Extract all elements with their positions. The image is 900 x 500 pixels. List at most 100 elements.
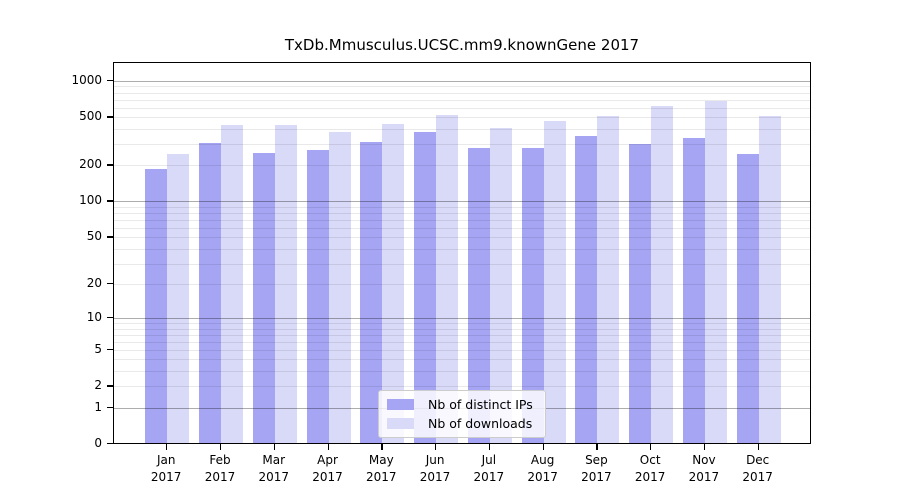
y-axis-tick-20 — [107, 283, 113, 285]
bar-distinct-ips-may — [360, 142, 383, 443]
x-axis-label-jan: Jan 2017 — [134, 452, 198, 485]
bar-downloads-dec — [758, 116, 781, 443]
bar-distinct-ips-apr — [306, 150, 329, 443]
bar-distinct-ips-mar — [252, 152, 275, 443]
gridline-50 — [114, 237, 810, 239]
x-axis-tick-aug — [542, 444, 544, 450]
x-axis-tick-apr — [327, 444, 329, 450]
gridline-5 — [114, 349, 810, 351]
y-axis-label-1000: 1000 — [71, 72, 102, 87]
gridline-900 — [114, 86, 810, 88]
y-axis-tick-10 — [107, 316, 113, 319]
y-axis-label-20: 20 — [86, 276, 102, 290]
y-axis-label-100: 100 — [79, 193, 102, 208]
x-axis-tick-feb — [219, 444, 222, 450]
legend-swatch-distinct-ips-icon — [387, 399, 414, 410]
x-axis-tick-jun — [435, 444, 437, 450]
gridline-700 — [114, 99, 810, 101]
gridline-80 — [114, 213, 810, 215]
x-label-year: 2017 — [366, 469, 397, 484]
x-axis-label-jul: Jul 2017 — [457, 452, 521, 485]
gridline-100 — [114, 201, 810, 203]
x-label-month: Aug — [530, 453, 555, 467]
gridline-1000 — [114, 80, 810, 82]
bar-downloads-sep — [597, 115, 620, 443]
y-axis-tick-5 — [107, 348, 113, 351]
y-axis-tick-50 — [107, 236, 113, 238]
y-axis-label-5: 5 — [94, 341, 102, 356]
bar-distinct-ips-aug — [521, 148, 544, 443]
bar-distinct-ips-jan — [145, 169, 168, 443]
x-axis-tick-oct — [650, 444, 652, 450]
bar-distinct-ips-feb — [198, 143, 221, 443]
x-axis-label-nov: Nov 2017 — [672, 452, 736, 485]
bar-distinct-ips-jun — [414, 132, 437, 443]
x-axis-label-mar: Mar 2017 — [242, 452, 306, 485]
x-axis-tick-may — [381, 444, 383, 450]
x-axis-label-apr: Apr 2017 — [296, 452, 360, 485]
x-axis-tick-nov — [703, 444, 706, 450]
legend: Nb of distinct IPs Nb of downloads — [378, 390, 546, 438]
legend-item-distinct-ips: Nb of distinct IPs — [387, 397, 537, 412]
bar-distinct-ips-oct — [629, 144, 652, 443]
gridline-800 — [114, 92, 810, 94]
bar-distinct-ips-sep — [575, 136, 598, 443]
bar-distinct-ips-nov — [682, 138, 705, 443]
y-axis-label-500: 500 — [79, 109, 102, 124]
x-label-year: 2017 — [688, 469, 720, 484]
gridline-300 — [114, 144, 810, 146]
y-axis-label-200: 200 — [79, 157, 102, 172]
x-label-month: Apr — [317, 453, 338, 467]
x-label-year: 2017 — [204, 469, 236, 484]
gridline-7 — [114, 334, 810, 336]
bar-downloads-apr — [328, 132, 351, 443]
x-label-month: Oct — [639, 453, 661, 467]
x-axis-label-dec: Dec 2017 — [726, 452, 790, 485]
x-label-year: 2017 — [634, 469, 666, 484]
bar-downloads-aug — [543, 121, 566, 443]
plot-area — [113, 62, 811, 444]
bar-downloads-mar — [274, 124, 297, 443]
gridline-200 — [114, 165, 810, 167]
x-label-month: Sep — [585, 453, 608, 467]
y-axis-label-50: 50 — [86, 229, 102, 244]
x-label-year: 2017 — [581, 469, 612, 484]
y-axis-tick-2 — [107, 385, 113, 387]
gridline-20 — [114, 284, 810, 285]
chart-title: TxDb.Mmusculus.UCSC.mm9.knownGene 2017 — [284, 36, 640, 54]
y-axis-tick-500 — [107, 116, 113, 118]
y-axis-tick-1 — [107, 406, 113, 408]
y-axis-label-2: 2 — [94, 378, 102, 393]
x-label-year: 2017 — [258, 469, 289, 484]
x-axis-label-oct: Oct 2017 — [618, 452, 682, 485]
bar-downloads-oct — [651, 106, 674, 443]
x-axis-label-jun: Jun 2017 — [403, 452, 467, 485]
x-label-month: Feb — [209, 453, 231, 467]
bar-distinct-ips-jul — [467, 148, 490, 443]
gridline-500 — [114, 117, 810, 119]
x-label-year: 2017 — [150, 469, 182, 484]
gridline-90 — [114, 206, 810, 208]
x-axis-label-feb: Feb 2017 — [188, 452, 252, 485]
x-label-year: 2017 — [473, 469, 505, 484]
x-axis-tick-jan — [166, 444, 168, 450]
x-axis-tick-jul — [488, 444, 491, 450]
legend-label-distinct-ips: Nb of distinct IPs — [428, 397, 533, 412]
gridline-30 — [114, 263, 810, 265]
bar-downloads-jul — [489, 127, 512, 443]
gridline-10 — [114, 317, 810, 319]
bar-downloads-jun — [436, 114, 459, 443]
x-axis-label-sep: Sep 2017 — [564, 452, 628, 485]
x-label-year: 2017 — [742, 469, 773, 484]
x-label-year: 2017 — [312, 469, 343, 484]
y-axis-tick-0 — [107, 443, 113, 445]
gridline-60 — [114, 227, 810, 229]
y-axis-tick-200 — [107, 164, 113, 166]
x-axis-label-may: May 2017 — [349, 452, 413, 485]
y-axis-label-0: 0 — [94, 436, 102, 450]
gridline-600 — [114, 107, 810, 109]
bar-distinct-ips-dec — [736, 154, 759, 443]
bar-downloads-feb — [220, 125, 243, 443]
x-axis-tick-sep — [596, 444, 598, 450]
